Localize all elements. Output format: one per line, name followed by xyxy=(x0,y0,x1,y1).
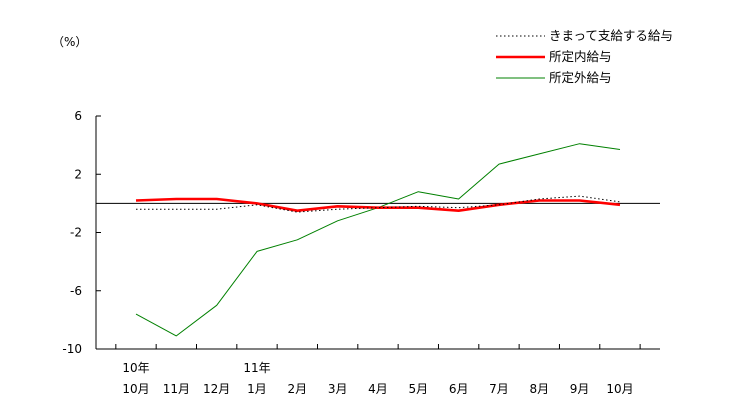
x-tick-label: 10月 xyxy=(606,382,633,396)
legend-item-scheduled-pay: きまって支給する給与 xyxy=(496,28,673,43)
x-ticks xyxy=(115,344,641,349)
y-tick-label: -6 xyxy=(70,284,82,298)
y-tick-label: -10 xyxy=(62,342,82,356)
series-line-overtime-pay xyxy=(135,143,621,337)
legend-label-overtime-pay: 所定外給与 xyxy=(549,70,612,85)
x-tick-label: 8月 xyxy=(529,382,549,396)
series-line-scheduled-pay xyxy=(136,195,621,213)
y-axis-unit-label: （%） xyxy=(52,35,87,49)
x-tick-label: 11月 xyxy=(163,382,190,396)
x-tick-label: 4月 xyxy=(368,382,388,396)
y-ticks: 6 2 -2 -6 -10 xyxy=(62,109,101,356)
legend: きまって支給する給与 所定内給与 所定外給与 xyxy=(496,28,673,85)
y-tick-label: 6 xyxy=(74,109,82,123)
series-layer xyxy=(135,143,621,337)
series-line-regular-pay xyxy=(135,197,621,212)
x-year-label: 11年 xyxy=(243,361,270,375)
x-tick-label: 6月 xyxy=(449,382,469,396)
x-tick-label: 7月 xyxy=(489,382,509,396)
legend-item-regular-pay: 所定内給与 xyxy=(496,49,612,64)
y-tick-label: 2 xyxy=(74,167,82,181)
x-year-label: 10年 xyxy=(122,361,149,375)
x-tick-label: 2月 xyxy=(287,382,307,396)
x-tick-labels: 10月 11月 12月 1月 2月 3月 4月 5月 6月 7月 8月 9月 10月 10年 11年 xyxy=(122,361,633,396)
x-tick-label: 1月 xyxy=(247,382,267,396)
x-tick-label: 5月 xyxy=(408,382,428,396)
legend-label-regular-pay: 所定内給与 xyxy=(549,49,612,64)
x-tick-label: 3月 xyxy=(328,382,348,396)
legend-label-scheduled-pay: きまって支給する給与 xyxy=(549,28,673,43)
legend-item-overtime-pay: 所定外給与 xyxy=(496,70,612,85)
x-tick-label: 9月 xyxy=(570,382,590,396)
y-tick-label: -2 xyxy=(70,226,82,240)
x-tick-label: 10月 xyxy=(122,382,149,396)
x-tick-label: 12月 xyxy=(203,382,230,396)
